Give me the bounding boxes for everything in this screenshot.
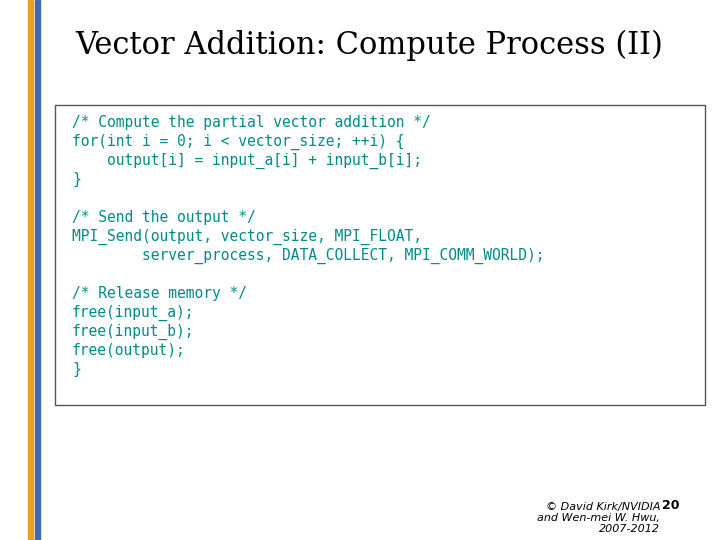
Bar	[28, 0, 33, 540]
Text: }: }	[72, 172, 81, 187]
Text: /* Send the output */: /* Send the output */	[72, 210, 256, 225]
Text: and Wen-mei W. Hwu,: and Wen-mei W. Hwu,	[537, 513, 660, 523]
Text: free(input_b);: free(input_b);	[72, 324, 194, 340]
Text: 2007-2012: 2007-2012	[599, 524, 660, 534]
Text: © David Kirk/NVIDIA: © David Kirk/NVIDIA	[546, 502, 660, 512]
Text: Vector Addition: Compute Process (II): Vector Addition: Compute Process (II)	[75, 30, 663, 61]
Bar	[35, 0, 40, 540]
Text: for(int i = 0; i < vector_size; ++i) {: for(int i = 0; i < vector_size; ++i) {	[72, 134, 405, 150]
Text: /* Release memory */: /* Release memory */	[72, 286, 247, 301]
Text: /* Compute the partial vector addition */: /* Compute the partial vector addition *…	[72, 115, 431, 130]
Text: MPI_Send(output, vector_size, MPI_FLOAT,: MPI_Send(output, vector_size, MPI_FLOAT,	[72, 229, 422, 245]
Text: free(input_a);: free(input_a);	[72, 305, 194, 321]
FancyBboxPatch shape	[55, 105, 705, 405]
Text: server_process, DATA_COLLECT, MPI_COMM_WORLD);: server_process, DATA_COLLECT, MPI_COMM_W…	[142, 248, 544, 264]
Text: }: }	[72, 362, 81, 377]
Text: free(output);: free(output);	[72, 343, 186, 358]
Text: output[i] = input_a[i] + input_b[i];: output[i] = input_a[i] + input_b[i];	[107, 153, 422, 169]
Text: 20: 20	[662, 499, 680, 512]
